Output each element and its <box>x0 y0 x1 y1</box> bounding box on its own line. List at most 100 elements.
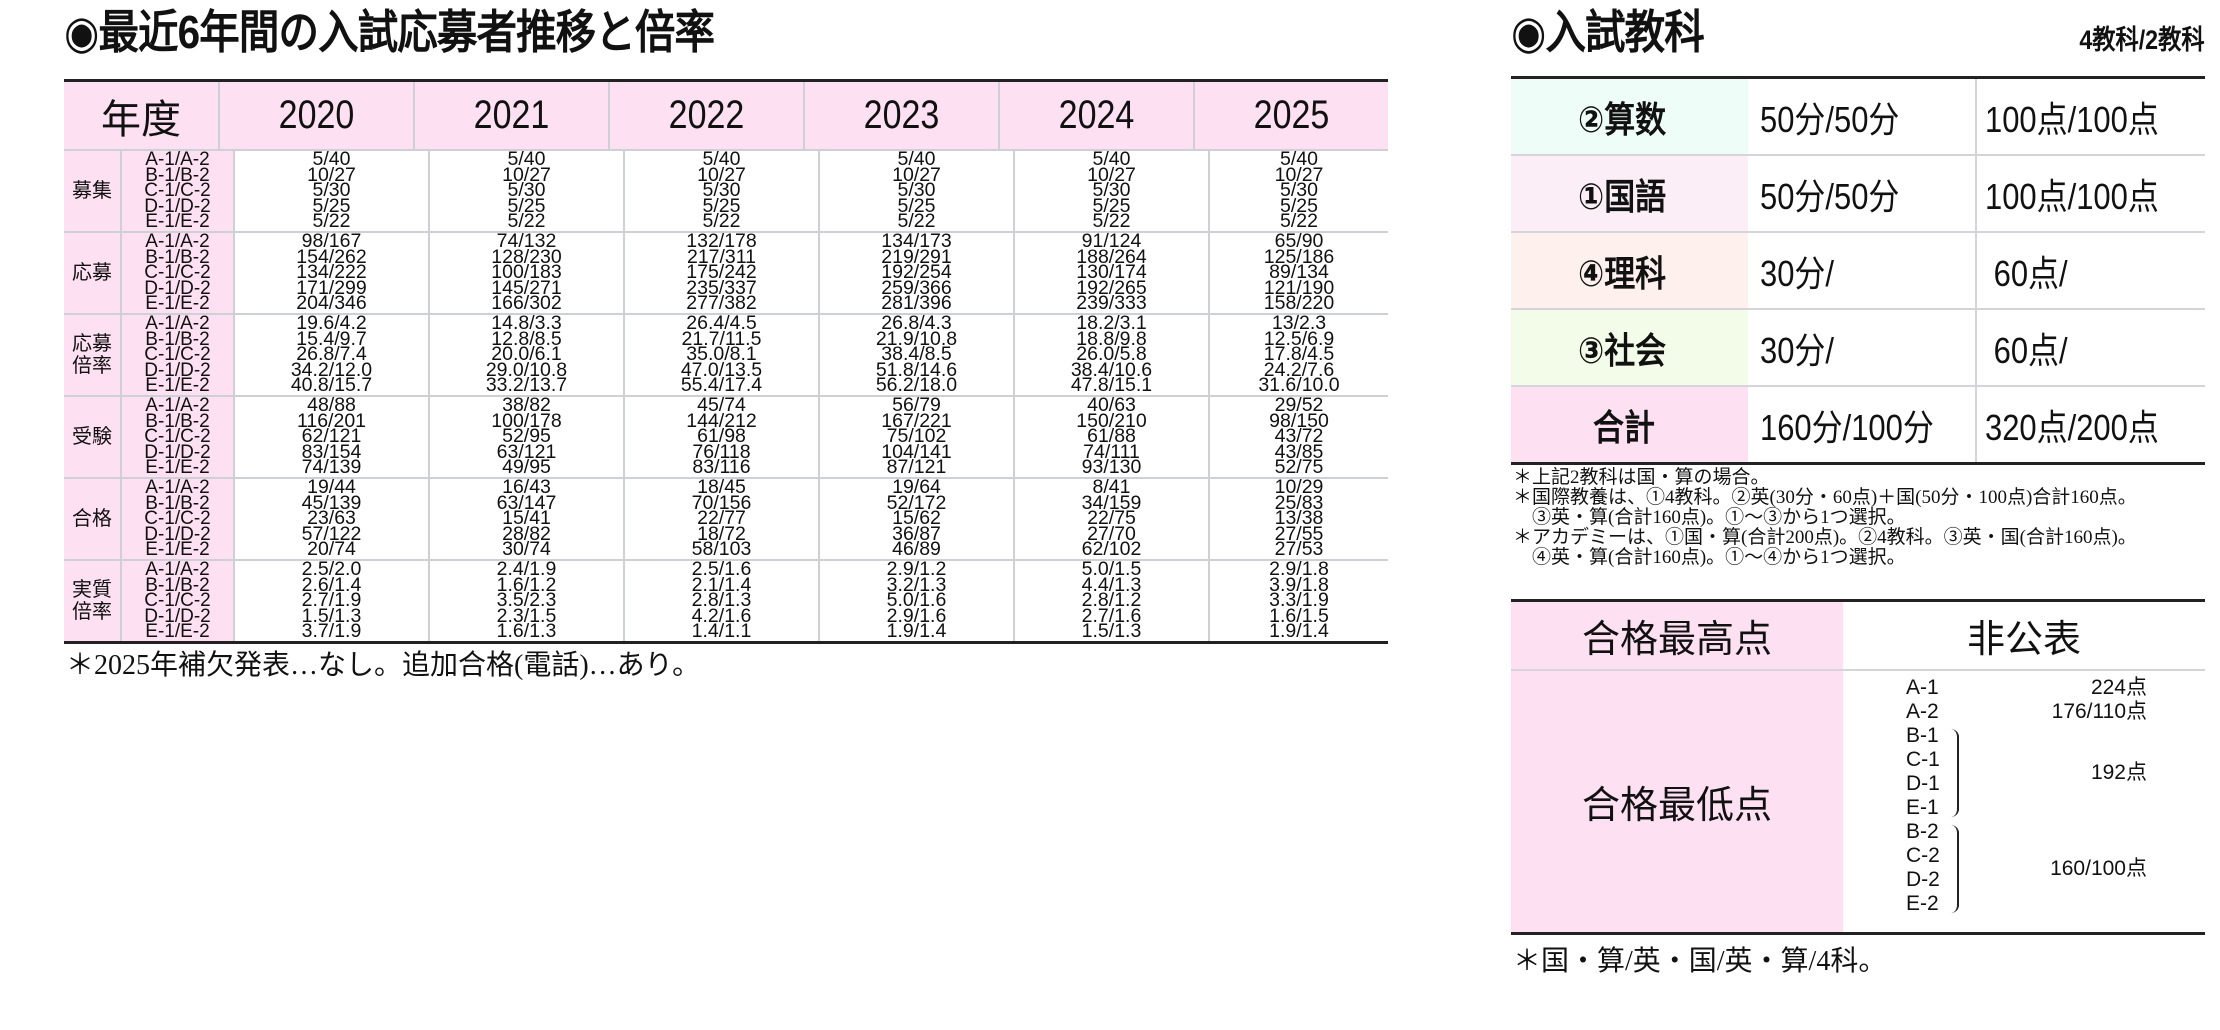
exam-label: C-1/C-2 <box>144 508 211 530</box>
exam-label: D-1/D-2 <box>144 605 211 627</box>
min-exam-score: 224点 <box>2090 676 2147 699</box>
min-exam-label: D-1 <box>1906 772 1940 795</box>
cell-value: 100/183 <box>491 261 562 284</box>
cell-value: 2.5/1.6 <box>691 558 752 581</box>
brace-icon <box>1951 729 1959 817</box>
year-cell-2025: 10/29 25/83 13/38 27/55 27/53 <box>1210 476 1388 559</box>
exam-label: B-1/B-2 <box>145 410 210 432</box>
cell-value: 15.4/9.7 <box>296 327 367 350</box>
exam-label: E-1/E-2 <box>145 457 210 479</box>
cell-value: 128/230 <box>491 245 562 268</box>
subject-name-text: ①国語 <box>1578 175 1667 217</box>
year-cell-2021: 38/82 100/178 52/95 63/121 49/95 <box>430 394 625 477</box>
cell-value: 5/25 <box>1092 194 1131 217</box>
cell-value: 62/102 <box>1081 538 1142 561</box>
subject-row: ③社会 30分/ 60点/ <box>1511 310 2205 387</box>
cell-value: 19/44 <box>307 476 356 499</box>
cell-value: 70/156 <box>691 491 752 514</box>
exam-label: D-1/D-2 <box>144 359 211 381</box>
year-cell-2023: 56/79 167/221 75/102 104/141 87/121 <box>820 396 1015 479</box>
group-row: 実質 倍率 A-1/A-2 B-1/B-2 C-1/C-2 D-1/D-2 E-1/E-2… <box>64 558 1388 643</box>
cell-value: 158/220 <box>1263 292 1335 315</box>
cell-value: 18/72 <box>697 522 746 545</box>
cell-value: 46/89 <box>892 538 941 561</box>
cell-value: 52/172 <box>886 491 947 514</box>
note-line: ③英・算(合計160点)。①〜③から1つ選択。 <box>1513 507 1906 528</box>
exam-label: D-1/D-2 <box>144 523 211 545</box>
year-cell-2022: 132/178 217/311 175/242 235/337 277/382 <box>625 232 820 313</box>
subject-row: ②算数 50分/50分 100点/100点 <box>1511 79 2205 156</box>
cell-value: 23/63 <box>307 507 356 530</box>
min-exam-label: E-1 <box>1906 796 1939 819</box>
exam-label: E-1/E-2 <box>145 293 210 315</box>
cell-value: 2.6/1.4 <box>301 573 362 596</box>
cell-value: 52/75 <box>1274 456 1324 479</box>
cell-value: 18/45 <box>697 476 746 499</box>
subject-name-text: ④理科 <box>1578 252 1667 294</box>
year-cell-2024: 5/40 10/27 5/30 5/25 5/22 <box>1015 150 1210 231</box>
year-cell-2022: 26.4/4.5 21.7/11.5 35.0/8.1 47.0/13.5 55.4/1… <box>625 312 820 397</box>
exam-label: B-1/B-2 <box>145 574 210 596</box>
min-exam-label: B-2 <box>1906 820 1939 843</box>
year-cell-2024: 8/41 34/159 22/75 27/70 62/102 <box>1015 478 1210 561</box>
cell-value: 5/40 <box>702 148 741 171</box>
cell-value: 4.4/1.3 <box>1081 573 1142 596</box>
history-footnote: ＊2025年補欠発表…なし。追加合格(電話)…あり。 <box>66 650 701 681</box>
cell-value: 1.5/1.3 <box>301 604 362 627</box>
exam-label: E-1/E-2 <box>145 211 210 233</box>
cell-value: 62/121 <box>301 425 362 448</box>
cell-value: 217/311 <box>686 245 757 268</box>
cell-value: 134/222 <box>296 261 367 284</box>
note-line: ④英・算(合計160点)。①〜④から1つ選択。 <box>1513 547 1906 568</box>
cell-value: 2.8/1.3 <box>691 589 752 612</box>
cell-value: 18.8/9.8 <box>1076 327 1147 350</box>
subjects-table: ②算数 50分/50分 100点/100点 ①国語 50分/50分 100点/100点 ④理… <box>1511 76 2205 465</box>
cell-value: 2.1/1.4 <box>691 573 752 596</box>
year-cell-2020: 5/40 10/27 5/30 5/25 5/22 <box>235 150 430 231</box>
cell-value: 5/25 <box>1280 194 1318 217</box>
cell-value: 10/29 <box>1274 476 1324 499</box>
subject-notes: ＊上記2教科は国・算の場合。 ＊国際教養は、①4教科。②英(30分・60点)＋国(… <box>1513 468 2213 568</box>
cell-value: 17.8/4.5 <box>1263 343 1335 366</box>
exam-label: E-1/E-2 <box>145 621 210 643</box>
cell-value: 57/122 <box>301 522 362 545</box>
exam-label: D-1/D-2 <box>144 277 211 299</box>
cell-value: 38/82 <box>502 394 551 417</box>
min-score-list: A-1 224点 A-2 176/110点 B-1 C-1 D-1 E-1 192点 B-2 C-2… <box>1843 671 2205 932</box>
note-line: ＊上記2教科は国・算の場合。 <box>1513 467 1770 488</box>
exam-labels: A-1/A-2 B-1/B-2 C-1/C-2 D-1/D-2 E-1/E-2 <box>122 233 235 313</box>
cell-value: 63/121 <box>496 440 557 463</box>
subject-points-text: 320点/200点 <box>1985 406 2159 448</box>
cell-value: 98/167 <box>301 230 362 253</box>
cell-value: 100/178 <box>491 409 562 432</box>
cell-value: 5/40 <box>1280 148 1318 171</box>
score-footnote: ＊国・算/英・国/英・算/4科。 <box>1513 946 1887 977</box>
year-2022: 2022 <box>668 93 745 137</box>
cell-value: 4.2/1.6 <box>691 604 752 627</box>
cell-value: 87/121 <box>886 456 947 479</box>
cell-value: 12.8/8.5 <box>491 327 562 350</box>
subject-time-text: 30分/ <box>1760 252 1835 294</box>
subjects-title: ◉入試教科 <box>1511 6 1705 58</box>
year-cell-2023: 19/64 52/172 15/62 36/87 46/89 <box>820 478 1015 561</box>
min-exam-label: E-2 <box>1906 892 1939 915</box>
cell-value: 74/132 <box>496 230 557 253</box>
subject-row: 合計 160分/100分 320点/200点 <box>1511 387 2205 462</box>
subject-points: 320点/200点 <box>1977 387 2205 462</box>
subject-row: ④理科 30分/ 60点/ <box>1511 233 2205 310</box>
cell-value: 61/98 <box>697 425 746 448</box>
cell-value: 12.5/6.9 <box>1263 327 1335 350</box>
cell-value: 55.4/17.4 <box>680 374 763 397</box>
year-cell-2020: 19/44 45/139 23/63 57/122 20/74 <box>235 476 430 559</box>
group-row: 受験 A-1/A-2 B-1/B-2 C-1/C-2 D-1/D-2 E-1/E-2 48/… <box>64 394 1388 479</box>
cell-value: 26.4/4.5 <box>686 312 757 335</box>
cell-value: 63/147 <box>496 491 557 514</box>
cell-value: 3.5/2.3 <box>496 589 557 612</box>
subject-points: 100点/100点 <box>1977 79 2205 154</box>
cell-value: 36/87 <box>892 522 941 545</box>
cell-value: 26.0/5.8 <box>1076 343 1147 366</box>
exam-labels: A-1/A-2 B-1/B-2 C-1/C-2 D-1/D-2 E-1/E-2 <box>122 397 235 477</box>
exam-label: A-1/A-2 <box>145 231 210 253</box>
cell-value: 188/264 <box>1076 245 1147 268</box>
subjects-subtitle: 4教科/2教科 <box>2079 25 2205 55</box>
